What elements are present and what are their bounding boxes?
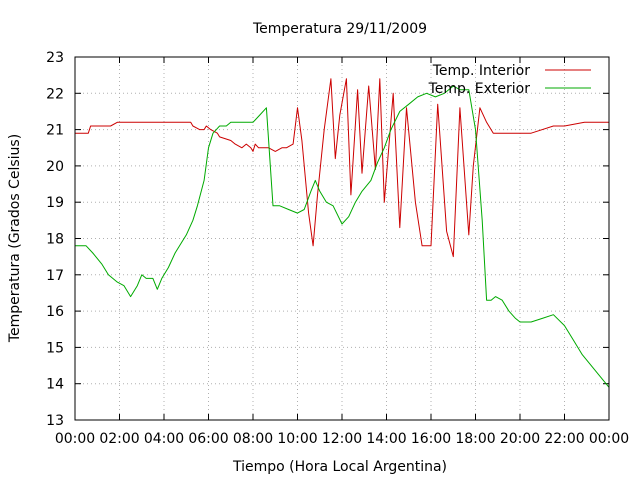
- x-axis-label: Tiempo (Hora Local Argentina): [232, 459, 447, 475]
- series-line-interior: [75, 78, 609, 258]
- y-tick-label: 15: [46, 340, 64, 356]
- x-tick-label: 08:00: [233, 431, 273, 447]
- y-tick-label: 21: [46, 123, 64, 139]
- y-tick-label: 22: [46, 86, 64, 102]
- data-series: [75, 78, 610, 388]
- y-tick-label: 14: [46, 377, 64, 393]
- x-tick-label: 20:00: [500, 431, 540, 447]
- chart-title: Temperatura 29/11/2009: [252, 21, 427, 37]
- grid-lines: [75, 57, 609, 420]
- x-tick-labels: 00:00 02:00 04:00 06:00 08:00 10:00 12:00 14:00…: [55, 431, 629, 447]
- x-tick-label: 04:00: [144, 431, 184, 447]
- legend: Temp. Interior Temp. Exterior: [428, 63, 591, 97]
- series-line-exterior: [75, 85, 610, 388]
- x-tick-label: 22:00: [544, 431, 584, 447]
- x-tick-label: 02:00: [99, 431, 139, 447]
- y-tick-label: 17: [46, 268, 64, 284]
- x-tick-label: 10:00: [277, 431, 317, 447]
- x-tick-label: 06:00: [188, 431, 228, 447]
- y-tick-label: 18: [46, 232, 64, 248]
- y-tick-label: 16: [46, 304, 64, 320]
- x-tick-label: 00:00: [589, 431, 629, 447]
- y-tick-label: 19: [46, 195, 64, 211]
- y-tick-label: 23: [46, 50, 64, 66]
- x-tick-label: 18:00: [455, 431, 495, 447]
- x-tick-label: 12:00: [322, 431, 362, 447]
- y-axis-label: Temperatura (Grados Celsius): [7, 134, 23, 343]
- legend-label: Temp. Exterior: [428, 81, 531, 97]
- x-tick-label: 00:00: [55, 431, 95, 447]
- plot-frame: [74, 56, 610, 421]
- x-tick-label: 14:00: [366, 431, 406, 447]
- legend-label: Temp. Interior: [432, 63, 531, 79]
- y-tick-label: 20: [46, 159, 64, 175]
- y-tick-label: 13: [46, 413, 64, 429]
- x-tick-label: 16:00: [411, 431, 451, 447]
- y-tick-labels: 13 14 15 16 17 18 19 20 21 22 23: [46, 50, 64, 429]
